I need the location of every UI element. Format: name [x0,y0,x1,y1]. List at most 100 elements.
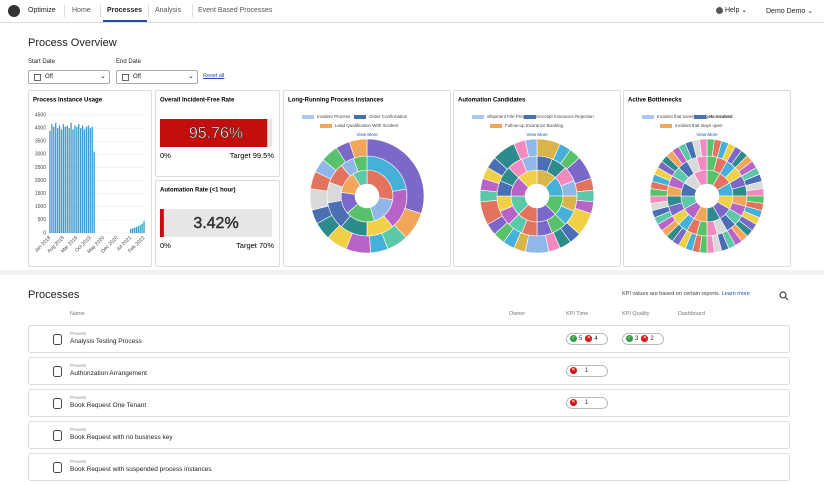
section-divider [0,270,824,275]
legend-swatch [302,115,314,119]
bar [81,125,84,233]
kpi-value: 3.42% [193,215,238,232]
bar [64,126,66,233]
legend-label: Lead Qualification With Incident [335,123,399,128]
y-tick-label: 3000 [35,152,46,158]
ok-icon: ✓ [626,334,633,342]
process-row[interactable]: Process Book Request One Tenant ✕ 1 [28,389,790,417]
column-header: KPI Quality [622,311,650,317]
bar [49,130,51,233]
view-more[interactable]: View More [526,132,548,137]
column-header: KPI Time [566,311,589,317]
bar [74,125,76,233]
nav-tab[interactable]: Event Based Processes [198,7,273,14]
legend-swatch [472,115,484,119]
legend-label: Incident that stays open [675,123,723,128]
nav-tab[interactable]: Home [72,7,91,14]
column-header: Name [70,311,85,317]
row-type: Process [70,331,87,336]
reset-all[interactable]: Reset all [203,73,225,79]
tile: Active Bottlenecks Incident that sometime… [623,90,791,267]
bar [93,151,95,233]
bar [89,128,91,233]
chart-title: Automation Candidates [458,98,526,104]
kpi-title: Automation Rate (<1 hour) [160,188,236,194]
help-label: Help [724,7,740,14]
kpi-pill: ✕ 1 [566,365,608,377]
legend-label: No Incident [709,114,733,119]
bar [87,125,90,233]
sunburst-slice [349,138,368,159]
processes-title: Processes [28,289,80,301]
view-more[interactable]: View More [356,132,378,137]
fail-icon: ✕ [570,398,577,406]
date-dropdown[interactable]: Off ⌄ [28,70,110,84]
help[interactable]: Help ⌄ [716,6,747,14]
search-handle [784,296,789,301]
y-tick-label: 3500 [35,139,46,145]
nav-tab[interactable]: Processes [107,7,143,14]
bar [68,128,70,233]
bar [62,124,65,233]
nav-tab[interactable]: Analysis [155,7,182,14]
chart-title: Long-Running Process Instances [288,98,384,104]
nav-separator [192,5,193,17]
bar [66,125,68,233]
kpi-pill: ✕ 1 [566,397,608,409]
nav-bar: Optimize Home Processes Analysis Event Base… [0,0,824,23]
search-icon[interactable] [779,291,789,301]
y-tick-label: 4000 [35,125,46,131]
bar [76,126,78,233]
kpi-target: Target 70% [236,241,274,250]
sunburst-slice [524,234,550,254]
row-name: Book Request One Tenant [70,402,147,409]
legend-label: Shipment File Preparation [487,114,540,119]
bar [141,223,143,233]
tile: Overall Incident-Free Rate 95.76% 0% Target… [155,90,280,177]
nav-separator [100,5,101,17]
learn-more[interactable]: Learn more [721,291,750,297]
user-name: Demo Demo [766,8,806,15]
bar [70,122,72,233]
tile-chart: Automation Candidates Shipment File Prepa… [458,98,595,254]
y-tick-label: 2000 [35,178,46,184]
bar [80,128,82,233]
bar [85,126,88,233]
kpi-count: 1 [585,368,589,374]
bar [129,229,132,233]
bar [143,221,145,233]
bar [131,228,134,233]
legend-swatch [490,124,502,128]
sunburst-slice [524,138,538,158]
date-dropdown[interactable]: Off ⌄ [116,70,198,84]
kpi-count: 4 [594,336,598,342]
nav-separator [148,5,149,17]
process-row[interactable]: Process Book Request with suspended proce… [28,453,790,481]
legend-label: Order Confirmation [369,114,408,119]
chevron: ⌄ [100,73,106,80]
process-row[interactable]: Process Authorization Arrangement ✕ 1 [28,357,790,385]
legend-swatch [320,124,332,128]
tile-chart: Overall Incident-Free Rate 95.76% 0% Target… [160,98,275,160]
search-glass [779,291,787,299]
user-menu[interactable]: Demo Demo ⌄ [766,8,814,15]
tile-chart: Process Instance Usage 0 500 1000 1500 2000 25… [33,98,147,255]
calendar-icon [122,74,129,81]
tile-chart: Long-Running Process Instances Incident P… [288,98,425,254]
process-row[interactable]: Process Book Request with no business key [28,421,790,449]
filter-value: Off [133,74,141,80]
kpi-min: 0% [160,151,171,160]
tile-chart: Automation Rate (<1 hour) 3.42% 0% Target 7… [160,188,274,250]
logo[interactable]: Optimize [28,7,56,14]
process-icon [53,366,62,377]
filter-label: Start Date [28,59,56,65]
overview-title: Process Overview [28,37,117,49]
tile: Automation Candidates Shipment File Prepa… [453,90,621,267]
kpi-target: Target 99.5% [230,151,275,160]
bar [55,122,57,233]
process-row[interactable]: Process Analysis Testing Process ✓ 5 ✕ 4 ✓ 3 ✕ 2 [28,325,790,353]
view-more[interactable]: View More [696,132,718,137]
sunburst-slice [699,138,708,157]
tile: Process Instance Usage 0 500 1000 1500 2000 25… [28,90,152,267]
tile: Long-Running Process Instances Incident P… [283,90,451,267]
